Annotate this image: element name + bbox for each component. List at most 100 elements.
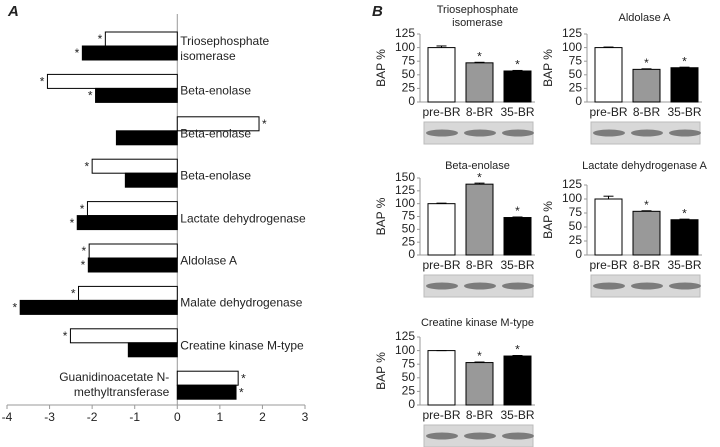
significance: * bbox=[98, 32, 103, 46]
x-tick-label: pre-BR bbox=[589, 258, 627, 272]
bar bbox=[86, 201, 178, 217]
significance: * bbox=[477, 349, 482, 363]
blot-band bbox=[502, 282, 534, 290]
chart-title: Beta-enolase bbox=[445, 160, 510, 172]
y-tick-label: 75 bbox=[402, 53, 416, 67]
bar bbox=[19, 299, 178, 315]
category-label: Creatine kinase M-type bbox=[180, 338, 304, 353]
y-tick-label: 75 bbox=[569, 205, 583, 219]
y-axis-label: BAP % bbox=[374, 49, 388, 87]
x-tick-label: 2 bbox=[259, 410, 266, 424]
y-tick-label: 100 bbox=[395, 40, 415, 54]
significance: * bbox=[71, 287, 76, 301]
bar bbox=[69, 328, 178, 344]
x-tick-label: 35-BR bbox=[667, 258, 701, 272]
bar bbox=[81, 45, 178, 61]
bar bbox=[670, 67, 699, 103]
y-tick-label: 125 bbox=[395, 183, 415, 197]
y-tick-label: 75 bbox=[402, 356, 416, 370]
bar bbox=[87, 257, 178, 273]
y-tick-label: 100 bbox=[395, 343, 415, 357]
y-tick-label: 25 bbox=[569, 233, 583, 247]
bar bbox=[176, 370, 239, 386]
x-tick-label: 35-BR bbox=[500, 408, 534, 422]
bar bbox=[46, 73, 178, 89]
x-tick-label: 8-BR bbox=[633, 258, 661, 272]
y-tick-label: 50 bbox=[569, 219, 583, 233]
x-tick-label: -2 bbox=[87, 410, 98, 424]
bar bbox=[95, 87, 178, 103]
y-tick-label: 125 bbox=[562, 26, 582, 40]
significance: * bbox=[477, 170, 482, 184]
bar bbox=[124, 172, 178, 188]
significance: * bbox=[515, 204, 520, 218]
x-tick-label: 8-BR bbox=[466, 105, 494, 119]
y-tick-label: 75 bbox=[402, 209, 416, 223]
blot-band bbox=[593, 129, 625, 137]
blot-band bbox=[631, 282, 663, 290]
bar bbox=[503, 70, 532, 103]
bar bbox=[176, 384, 237, 400]
significance: * bbox=[239, 385, 244, 399]
significance: * bbox=[81, 244, 86, 258]
x-tick-label: 1 bbox=[217, 410, 224, 424]
bar bbox=[427, 47, 456, 103]
blot-band bbox=[669, 129, 701, 137]
y-tick-label: 150 bbox=[395, 170, 415, 184]
x-tick-label: 8-BR bbox=[466, 408, 494, 422]
x-tick-label: 35-BR bbox=[500, 258, 534, 272]
chart-title: Creatine kinase M-type bbox=[420, 317, 535, 329]
category-label: Malate dehydrogenase bbox=[180, 295, 303, 310]
panel-label: A bbox=[7, 3, 19, 20]
blot-band bbox=[669, 282, 701, 290]
x-tick-label: -3 bbox=[44, 410, 55, 424]
category-label: Aldolase A bbox=[180, 253, 237, 268]
y-tick-label: 125 bbox=[395, 26, 415, 40]
significance: * bbox=[262, 117, 267, 131]
category-label: Beta-enolase bbox=[180, 83, 251, 98]
category-label: Triosephosphate isomerase bbox=[180, 34, 270, 63]
y-tick-label: 50 bbox=[569, 67, 583, 81]
category-label: Lactate dehydrogenase bbox=[180, 211, 306, 226]
blot-band bbox=[502, 129, 534, 137]
significance: * bbox=[70, 216, 75, 230]
significance: * bbox=[84, 159, 89, 173]
significance: * bbox=[63, 329, 68, 343]
y-tick-label: 50 bbox=[402, 222, 416, 236]
bar bbox=[670, 219, 699, 256]
bar bbox=[76, 215, 178, 231]
bar bbox=[91, 158, 178, 174]
category-label: Beta-enolase bbox=[180, 168, 251, 183]
significance: * bbox=[515, 343, 520, 357]
significance: * bbox=[75, 46, 80, 60]
blot-band bbox=[631, 129, 663, 137]
bar bbox=[427, 350, 456, 406]
bar bbox=[115, 130, 178, 146]
x-tick-label: 3 bbox=[302, 410, 309, 424]
bar bbox=[176, 116, 260, 132]
y-tick-label: 125 bbox=[562, 177, 582, 191]
significance: * bbox=[40, 75, 45, 89]
x-tick-label: pre-BR bbox=[422, 408, 460, 422]
bar bbox=[503, 217, 532, 256]
y-axis-label: BAP % bbox=[541, 49, 555, 87]
significance: * bbox=[13, 301, 18, 315]
y-tick-label: 50 bbox=[402, 67, 416, 81]
x-tick-label: pre-BR bbox=[589, 105, 627, 119]
category-label: Guanidinoacetate N-methyltransferase bbox=[59, 370, 170, 400]
blot-band bbox=[593, 282, 625, 290]
chart-title: Triosephosphate isomerase bbox=[436, 4, 519, 29]
bar bbox=[465, 183, 494, 256]
y-tick-label: 100 bbox=[562, 40, 582, 54]
y-axis-label: BAP % bbox=[374, 352, 388, 390]
bar bbox=[465, 362, 494, 406]
x-tick-label: -1 bbox=[129, 410, 140, 424]
bar bbox=[594, 198, 623, 256]
bar bbox=[594, 47, 623, 103]
blot-band bbox=[426, 282, 458, 290]
blot-band bbox=[464, 432, 496, 440]
significance: * bbox=[682, 54, 687, 68]
y-tick-label: 0 bbox=[575, 94, 582, 108]
